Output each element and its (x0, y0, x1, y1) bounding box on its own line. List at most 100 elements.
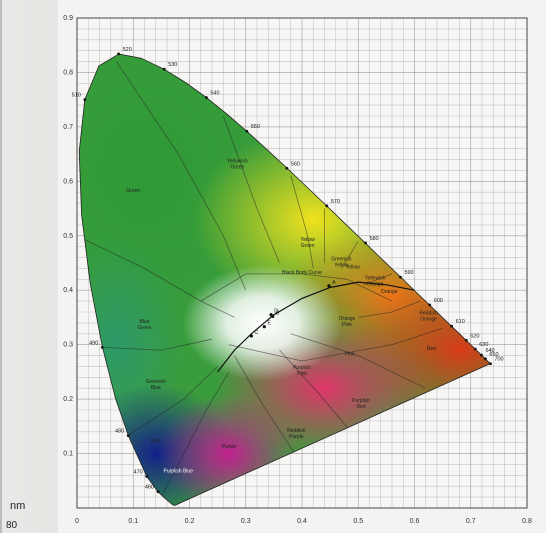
wavelength-label: 590 (404, 270, 413, 276)
planck-point (327, 284, 331, 288)
x-tick-label: 0.2 (185, 518, 195, 525)
plot-frame (76, 17, 528, 509)
planck-point-label: A (332, 280, 336, 286)
y-tick-label: 0.3 (63, 342, 73, 349)
wavelength-label: 530 (168, 62, 177, 68)
wavelength-label: 570 (331, 199, 340, 205)
region-label: Blue (151, 439, 161, 445)
wavelength-label: 480 (115, 429, 124, 435)
wavelength-dot (83, 98, 87, 102)
wavelength-dot (483, 357, 487, 361)
wavelength-dot (245, 129, 249, 133)
region-label: Red (427, 346, 436, 352)
y-tick-label: 0.6 (63, 178, 73, 185)
wavelength-dot (364, 241, 367, 245)
x-tick-label: 0.3 (241, 518, 251, 525)
x-tick-label: 0.4 (297, 518, 307, 525)
wavelength-label: 550 (251, 124, 260, 130)
x-tick-label: 0 (75, 518, 79, 525)
planck-point (262, 325, 266, 329)
y-tick-label: 0.5 (63, 233, 73, 240)
wavelength-label: 600 (434, 298, 443, 304)
y-axis-ticks: 0.1 0.2 0.3 0.4 0.5 0.6 0.7 0.8 0.9 (63, 15, 73, 458)
y-tick-label: 0.7 (63, 124, 73, 131)
wavelength-label: 610 (456, 319, 465, 325)
wavelength-label: 540 (210, 90, 219, 96)
region-label: Purple (222, 444, 237, 450)
wavelength-label: 460 (145, 485, 154, 491)
wavelength-dot (100, 345, 104, 349)
region-label: Orange (381, 289, 398, 295)
wavelength-dot (489, 362, 492, 366)
wavelength-dot (399, 275, 402, 279)
wavelength-dot (473, 347, 477, 351)
wavelength-dot (204, 96, 208, 99)
region-label: Yellowish Green (227, 158, 248, 170)
wavelength-dot (480, 353, 483, 357)
region-label: Purplish Blue (164, 469, 194, 475)
region-label: Yellowish Orange (365, 275, 386, 287)
region-labels: Green Yellowish Green Yellow Green Greenish Ye… (126, 158, 438, 474)
x-axis-ticks: 0 0.1 0.2 0.3 0.4 0.5 0.6 0.7 0.8 (75, 518, 532, 525)
x-tick-label: 0.6 (410, 518, 420, 525)
region-label: Purplish Red (352, 398, 370, 410)
planck-point-label: C (254, 330, 258, 336)
region-label: Greenish Yellow (331, 256, 352, 268)
region-label: Reddish Orange (419, 311, 438, 323)
x-tick-label: 0.5 (353, 518, 363, 525)
page-edge (0, 0, 2, 533)
wavelength-label: 630 (479, 342, 488, 348)
spectral-locus (78, 53, 492, 506)
wavelength-dot (117, 52, 121, 56)
black-body-curve (217, 281, 415, 373)
wavelength-dot (285, 166, 289, 170)
region-label: Purplish Pink (293, 365, 311, 377)
region-label: Blue Green (138, 319, 152, 331)
y-tick-label: 0.8 (63, 69, 73, 76)
edge-number: 80 (6, 520, 18, 531)
region-label: Reddish Purple (287, 428, 306, 440)
unit-label: nm (10, 500, 26, 512)
y-tick-label: 0.9 (63, 15, 73, 22)
planck-point (249, 334, 253, 338)
region-label: Pink (345, 352, 355, 358)
wavelength-marks: 520 530 540 550 560 570 580 590 600 610 6206306406… (72, 47, 504, 494)
wavelength-dot (325, 204, 329, 208)
wavelength-label: 640 (485, 348, 494, 354)
wavelength-dot (428, 303, 432, 307)
wavelength-dot (156, 490, 160, 494)
planck-points: A B C DE (249, 280, 336, 338)
wavelength-label: 490 (89, 340, 98, 346)
y-tick-label: 0.1 (63, 451, 73, 458)
planck-point-label: E (267, 321, 271, 327)
wavelength-label: 520 (123, 47, 132, 53)
wavelength-label: 650 (489, 352, 498, 358)
planck-point-label: D (274, 309, 278, 315)
planck-point (269, 313, 273, 317)
wavelength-label: 580 (370, 236, 379, 242)
wavelength-label: 620 (470, 333, 479, 339)
region-label: Orange Pink (339, 316, 356, 328)
x-tick-label: 0.1 (128, 518, 138, 525)
region-label: Greenish Blue (146, 379, 167, 391)
planck-point-label: B (276, 310, 280, 316)
wavelength-label: 470 (134, 469, 143, 475)
x-tick-label: 0.7 (466, 518, 476, 525)
wavelength-label: 510 (72, 93, 81, 99)
y-tick-label: 0.2 (63, 396, 73, 403)
region-label: Yellow (345, 264, 360, 270)
region-label: Yellow Green (300, 237, 315, 249)
region-label: Black Body Curve (282, 270, 322, 276)
y-tick-label: 0.4 (63, 287, 73, 294)
wavelength-dot (162, 67, 166, 71)
wavelength-dot (464, 338, 468, 342)
region-label: Green (126, 188, 140, 194)
wavelength-label: 700 (494, 357, 503, 363)
wavelength-dot (450, 324, 454, 328)
wavelength-dot (126, 434, 130, 437)
x-tick-label: 0.8 (522, 518, 532, 525)
wavelength-dot (145, 475, 149, 478)
wavelength-label: 560 (291, 161, 300, 167)
